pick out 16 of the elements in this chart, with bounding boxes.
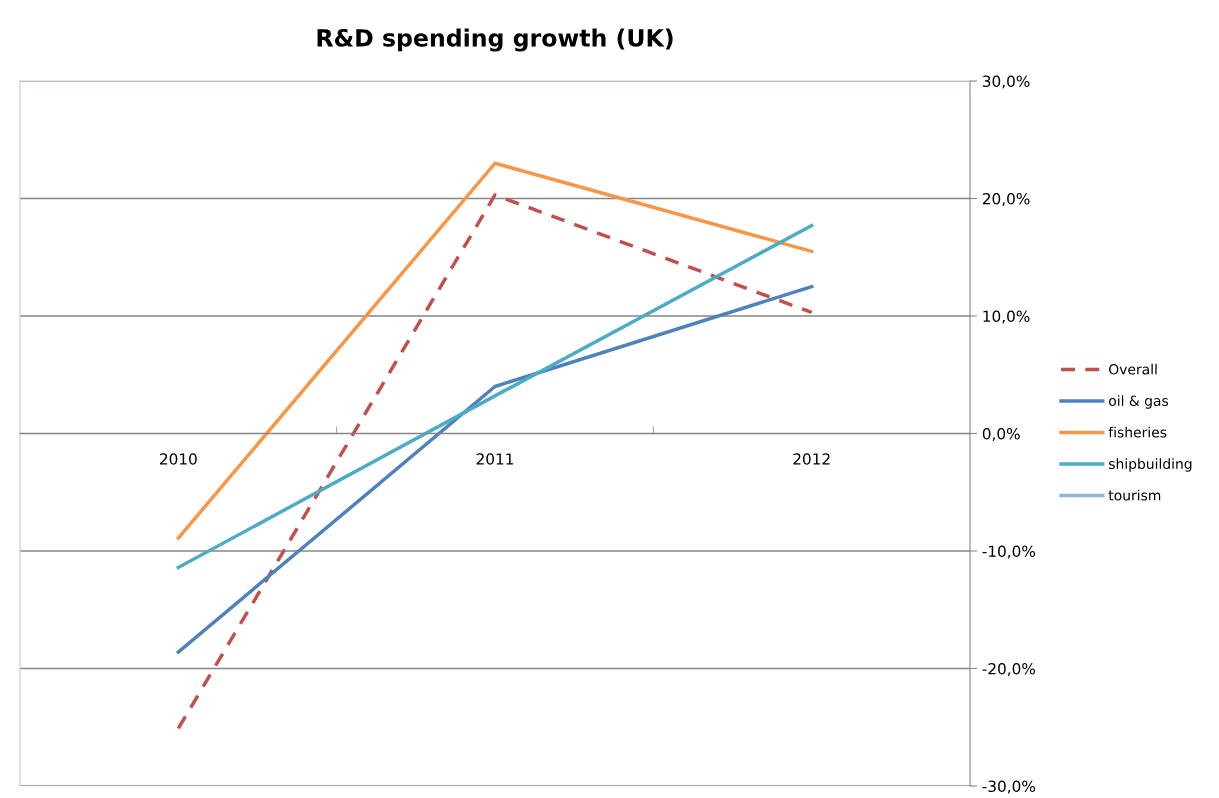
x-tick-label: 2012 <box>793 453 830 465</box>
y-tick-label: 30,0% <box>982 75 1030 89</box>
y-tick-label: 20,0% <box>982 192 1030 207</box>
y-tick-label: 10,0% <box>983 310 1030 324</box>
y-tick-label: 0,0% <box>982 427 1020 442</box>
legend-label: shipbuilding <box>1109 458 1192 472</box>
legend-label: tourism <box>1108 489 1161 501</box>
y-tick-label: -10,0% <box>982 545 1036 559</box>
x-tick-label: 2011 <box>476 453 514 465</box>
legend-label: fisheries <box>1108 426 1167 438</box>
legend-label: oil & gas <box>1109 395 1169 409</box>
legend-label: Overall <box>1109 363 1157 375</box>
x-tick-label: 2010 <box>160 453 197 465</box>
y-tick-label: -20,0% <box>982 662 1036 677</box>
chart-title: R&D spending growth (UK) <box>317 28 673 52</box>
y-tick-label: -30,0% <box>982 780 1036 794</box>
